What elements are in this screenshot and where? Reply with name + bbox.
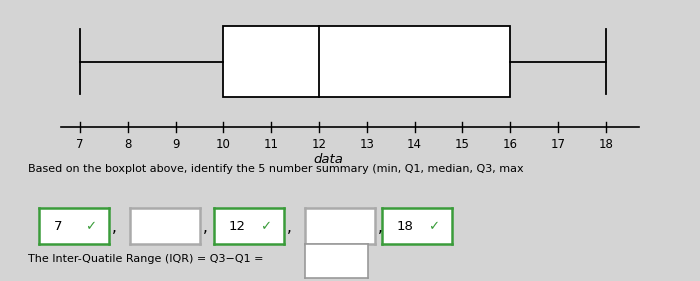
Text: 9: 9 bbox=[172, 138, 179, 151]
Text: 8: 8 bbox=[124, 138, 132, 151]
Text: ✓: ✓ bbox=[428, 220, 440, 233]
Text: ,: , bbox=[112, 220, 117, 235]
Text: 12: 12 bbox=[229, 220, 246, 233]
Text: The Inter-Quatile Range (IQR) = Q3−Q1 =: The Inter-Quatile Range (IQR) = Q3−Q1 = bbox=[28, 254, 263, 264]
Text: 13: 13 bbox=[359, 138, 375, 151]
Text: ✓: ✓ bbox=[260, 220, 272, 233]
Text: 18: 18 bbox=[598, 138, 613, 151]
Text: data: data bbox=[314, 153, 344, 166]
Text: Based on the boxplot above, identify the 5 number summary (min, Q1, median, Q3, : Based on the boxplot above, identify the… bbox=[28, 164, 524, 175]
Text: ✓: ✓ bbox=[85, 220, 97, 233]
Text: ,: , bbox=[378, 220, 383, 235]
Text: 17: 17 bbox=[550, 138, 566, 151]
Text: 16: 16 bbox=[503, 138, 517, 151]
Text: 7: 7 bbox=[76, 138, 84, 151]
Text: ,: , bbox=[287, 220, 292, 235]
Text: 10: 10 bbox=[216, 138, 231, 151]
Text: 18: 18 bbox=[397, 220, 414, 233]
Text: 14: 14 bbox=[407, 138, 422, 151]
Text: 12: 12 bbox=[312, 138, 326, 151]
Bar bbox=[223, 26, 510, 97]
Text: 7: 7 bbox=[54, 220, 62, 233]
Text: 11: 11 bbox=[264, 138, 279, 151]
Text: 15: 15 bbox=[455, 138, 470, 151]
Text: ,: , bbox=[203, 220, 208, 235]
